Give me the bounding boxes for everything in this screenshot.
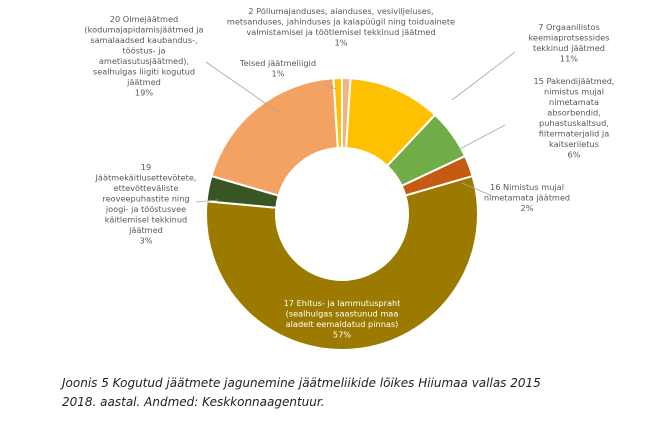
donut-slice-4 — [205, 174, 479, 351]
leader-line-6 — [205, 61, 279, 113]
donut-slices — [205, 76, 479, 351]
slice-label-7: Teised jäätmeliigid 1% — [239, 58, 316, 79]
donut-chart: 2 Põllumajanduses, aianduses, vesiviljel… — [84, 6, 615, 351]
leader-line-1 — [451, 51, 516, 101]
donut-slice-7 — [332, 76, 343, 150]
slice-label-0: 2 Põllumajanduses, aianduses, vesiviljel… — [227, 6, 455, 48]
figure-caption: Joonis 5 Kogutud jäätmete jagunemine jää… — [62, 374, 622, 412]
slice-label-1: 7 Orgaanilistos keemiaprotsessides tekkinu… — [528, 22, 609, 64]
slice-labels: 2 Põllumajanduses, aianduses, vesiviljel… — [84, 6, 614, 340]
caption-line-1: Joonis 5 Kogutud jäätmete jagunemine jää… — [62, 376, 541, 390]
leader-line-5 — [195, 199, 219, 203]
slice-label-6: 20 Olmejäätmed (kodumajapidamisjäätmed ja… — [84, 14, 203, 98]
caption-line-2: 2018. aastal. Andmed: Keskkonnaagentuur. — [62, 395, 325, 409]
slice-label-3: 16 Nimistus mujal nimetamata jäätmed 2% — [484, 182, 570, 213]
leader-line-7 — [321, 83, 337, 90]
slice-label-2: 15 Pakendijäätmed, nimistus mujal nimetama… — [533, 76, 614, 160]
leader-line-2 — [457, 124, 506, 151]
slice-label-5: 19 Jäätmekäitlusettevõtete, ettevõttevälis… — [95, 162, 197, 246]
donut-slice-6 — [210, 77, 339, 197]
leader-line-3 — [461, 182, 493, 197]
slice-label-4: 17 Ehitus- ja lammutuspraht (sealhulgas s… — [284, 298, 402, 340]
leader-lines — [195, 51, 516, 203]
